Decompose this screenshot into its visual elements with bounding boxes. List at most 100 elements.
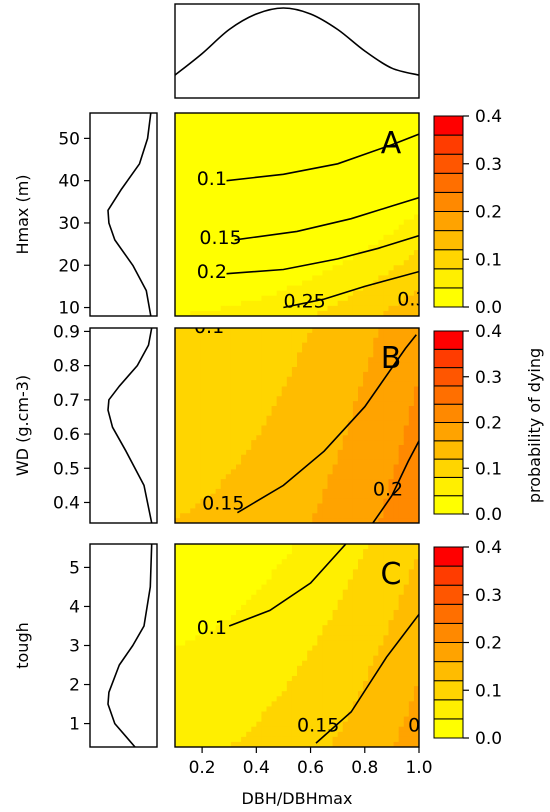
field-cell <box>302 469 308 475</box>
field-cell <box>200 265 207 271</box>
field-cell <box>413 300 419 307</box>
field-cell <box>358 435 364 441</box>
field-cell <box>205 579 212 586</box>
field-cell <box>388 168 395 175</box>
field-cell <box>398 163 405 170</box>
field-cell <box>195 711 202 718</box>
field-cell <box>302 234 308 241</box>
field-cell <box>408 113 415 119</box>
field-cell <box>317 219 324 226</box>
field-cell <box>195 498 202 505</box>
field-cell <box>312 290 318 297</box>
field-cell <box>230 342 237 349</box>
field-cell <box>403 493 410 500</box>
field-cell <box>332 280 339 287</box>
field-cell <box>286 239 293 246</box>
field-cell <box>291 498 298 505</box>
field-cell <box>175 138 181 145</box>
field-cell <box>230 645 237 652</box>
field-cell <box>180 229 186 236</box>
field-cell <box>276 347 283 353</box>
field-cell <box>215 604 222 611</box>
field-cell <box>210 234 217 241</box>
field-cell <box>271 721 278 728</box>
field-cell <box>180 420 186 427</box>
field-cell <box>241 640 247 647</box>
field-cell <box>291 686 298 692</box>
field-cell <box>291 620 298 626</box>
field-cell <box>373 396 379 402</box>
field-cell <box>307 594 313 601</box>
field-cell <box>180 594 186 601</box>
field-cell <box>312 691 318 697</box>
field-cell <box>256 459 263 466</box>
field-cell <box>236 498 242 505</box>
field-cell <box>220 362 227 368</box>
field-cell <box>352 250 359 256</box>
field-cell <box>276 173 283 180</box>
field-cell <box>175 371 181 378</box>
field-cell <box>337 435 344 441</box>
field-cell <box>352 493 359 500</box>
field-cell <box>342 113 349 119</box>
field-cell <box>220 260 227 266</box>
field-cell <box>337 194 344 200</box>
field-cell <box>195 503 202 509</box>
field-cell <box>408 357 415 363</box>
field-cell <box>307 168 313 175</box>
field-cell <box>266 711 273 718</box>
field-cell <box>388 310 395 316</box>
field-cell <box>281 376 288 383</box>
field-cell <box>383 148 390 155</box>
field-cell <box>266 275 273 282</box>
field-cell <box>230 454 237 461</box>
field-cell <box>225 410 232 417</box>
field-cell <box>332 420 339 427</box>
field-cell <box>286 686 293 692</box>
field-cell <box>200 544 207 550</box>
field-cell <box>302 410 308 417</box>
field-cell <box>302 352 308 358</box>
field-cell <box>241 300 247 307</box>
field-cell <box>281 706 288 713</box>
field-cell <box>261 376 268 383</box>
field-cell <box>291 559 298 565</box>
field-cell <box>175 493 181 500</box>
field-cell <box>261 549 268 555</box>
field-cell <box>220 357 227 363</box>
field-cell <box>215 554 222 560</box>
field-cell <box>230 347 237 353</box>
field-cell <box>307 604 313 611</box>
field-cell <box>175 625 181 631</box>
field-cell <box>297 376 303 383</box>
field-cell <box>256 696 263 702</box>
field-cell <box>246 255 252 261</box>
field-cell <box>398 440 405 446</box>
field-cell <box>352 371 359 378</box>
field-cell <box>266 204 273 211</box>
field-cell <box>271 138 278 145</box>
field-cell <box>185 579 191 586</box>
field-cell <box>312 396 318 402</box>
field-cell <box>378 328 385 334</box>
field-cell <box>307 469 313 475</box>
field-cell <box>286 214 293 221</box>
field-cell <box>286 376 293 383</box>
field-cell <box>251 625 257 631</box>
field-cell <box>342 163 349 170</box>
field-cell <box>210 425 217 431</box>
field-cell <box>408 415 415 422</box>
field-cell <box>225 367 232 373</box>
field-cell <box>342 285 349 292</box>
field-cell <box>302 209 308 216</box>
field-cell <box>413 493 419 500</box>
field-cell <box>210 143 217 150</box>
field-cell <box>246 484 252 490</box>
field-cell <box>332 386 339 392</box>
field-cell <box>312 138 318 145</box>
field-cell <box>266 670 273 677</box>
field-cell <box>185 328 191 334</box>
field-cell <box>185 493 191 500</box>
field-cell <box>195 401 202 407</box>
field-cell <box>393 250 400 256</box>
